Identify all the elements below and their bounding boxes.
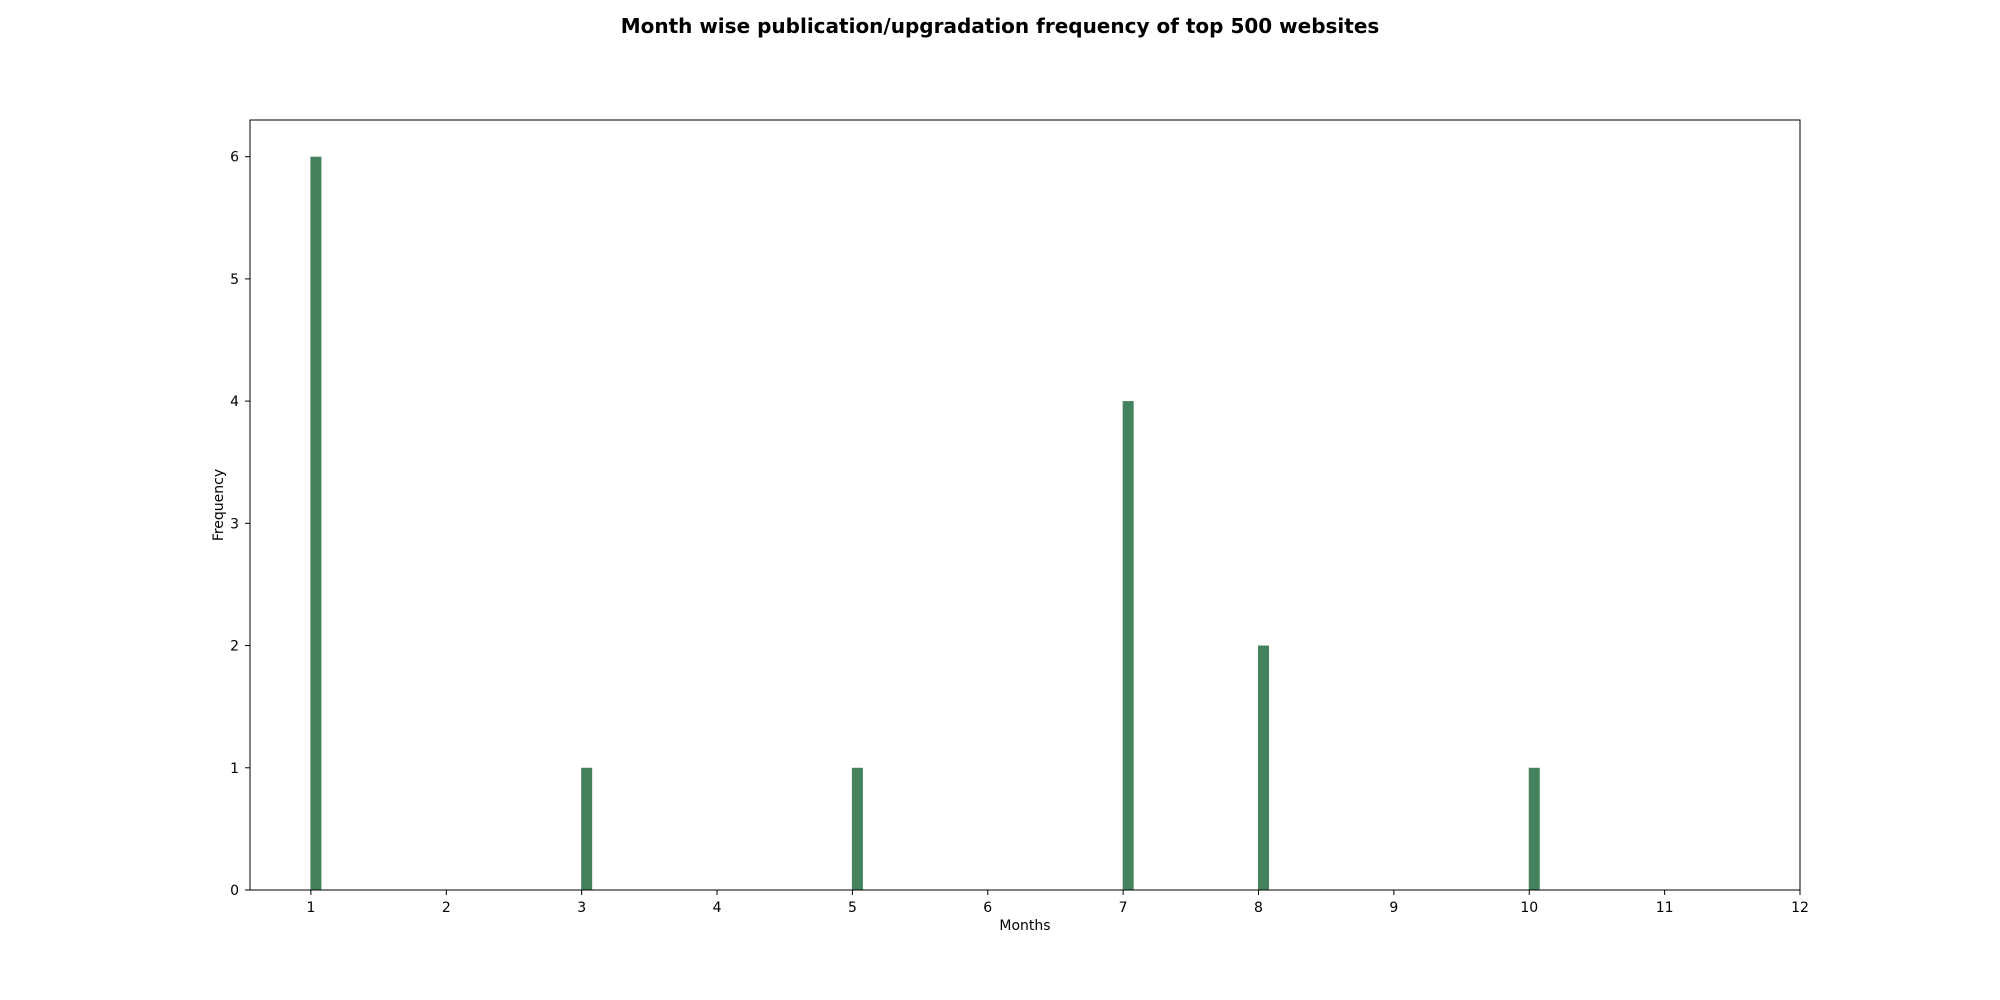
x-tick-label: 5 <box>848 900 857 916</box>
x-tick-label: 3 <box>577 900 586 916</box>
bar-month-3 <box>581 767 593 890</box>
x-tick-label: 8 <box>1254 900 1263 916</box>
x-tick-label: 11 <box>1656 900 1674 916</box>
x-axis-ticks: 1 2 3 4 5 6 7 8 9 10 11 12 <box>306 890 1809 916</box>
y-tick-label: 0 <box>230 883 239 899</box>
y-tick-label: 3 <box>230 516 239 532</box>
x-tick-label: 4 <box>713 900 722 916</box>
bar-month-7 <box>1122 401 1134 890</box>
x-tick-label: 9 <box>1389 900 1398 916</box>
x-tick-label: 6 <box>983 900 992 916</box>
x-tick-label: 10 <box>1520 900 1538 916</box>
x-tick-label: 12 <box>1791 900 1809 916</box>
chart-title: Month wise publication/upgradation frequ… <box>620 14 1380 38</box>
bar-month-5 <box>851 767 863 890</box>
x-tick-label: 2 <box>442 900 451 916</box>
y-tick-label: 4 <box>230 394 239 410</box>
y-axis-label: Frequency <box>211 469 227 541</box>
y-tick-label: 6 <box>230 150 239 166</box>
x-tick-label: 7 <box>1119 900 1128 916</box>
x-axis-label: Months <box>999 918 1050 934</box>
bars-group <box>310 156 1540 890</box>
y-tick-label: 1 <box>230 761 239 777</box>
x-tick-label: 1 <box>306 900 315 916</box>
bar-month-1 <box>310 156 322 890</box>
bar-month-10 <box>1528 767 1540 890</box>
y-tick-label: 5 <box>230 272 239 288</box>
y-tick-label: 2 <box>230 639 239 655</box>
y-axis-ticks: 0 1 2 3 4 5 6 <box>230 150 250 899</box>
plot-frame <box>249 119 1801 891</box>
bar-month-8 <box>1258 645 1270 890</box>
